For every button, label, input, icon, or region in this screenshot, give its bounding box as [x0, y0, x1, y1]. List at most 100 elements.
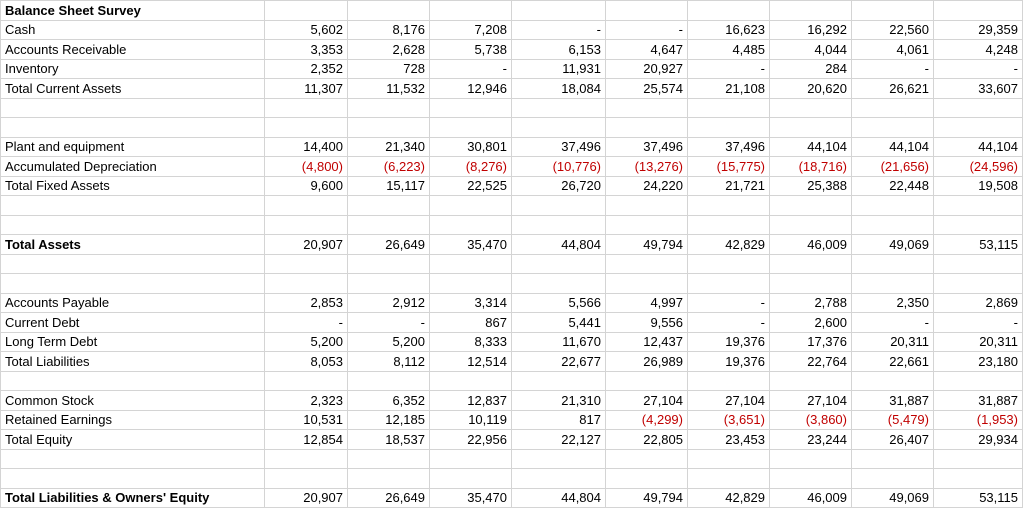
value-cell[interactable]: 5,200	[347, 331, 430, 352]
empty-cell[interactable]	[347, 253, 430, 274]
value-cell[interactable]: 22,956	[429, 429, 512, 450]
value-cell[interactable]: 21,108	[687, 78, 770, 99]
empty-cell[interactable]	[933, 117, 1023, 138]
value-cell[interactable]: 4,044	[769, 39, 852, 60]
value-cell[interactable]: -	[264, 312, 348, 333]
value-cell[interactable]: 22,805	[605, 429, 688, 450]
value-cell[interactable]: 21,721	[687, 175, 770, 196]
empty-cell[interactable]	[605, 195, 688, 216]
empty-cell[interactable]	[347, 448, 430, 469]
value-cell[interactable]: 26,649	[347, 234, 430, 255]
value-cell[interactable]: 49,794	[605, 234, 688, 255]
empty-cell[interactable]	[264, 448, 348, 469]
value-cell[interactable]: 22,127	[511, 429, 606, 450]
value-cell[interactable]: 4,647	[605, 39, 688, 60]
value-cell[interactable]: 12,837	[429, 390, 512, 411]
row-label[interactable]: Total Current Assets	[0, 78, 265, 99]
empty-cell[interactable]	[851, 253, 934, 274]
value-cell[interactable]: (13,276)	[605, 156, 688, 177]
empty-cell[interactable]	[605, 468, 688, 489]
empty-cell[interactable]	[0, 448, 265, 469]
value-cell[interactable]: 18,084	[511, 78, 606, 99]
empty-cell[interactable]	[851, 195, 934, 216]
value-cell[interactable]: 37,496	[605, 136, 688, 157]
value-cell[interactable]: 20,620	[769, 78, 852, 99]
empty-cell[interactable]	[264, 370, 348, 391]
empty-cell[interactable]	[769, 253, 852, 274]
empty-cell[interactable]	[429, 214, 512, 235]
value-cell[interactable]: 25,388	[769, 175, 852, 196]
row-label[interactable]: Total Assets	[0, 234, 265, 255]
empty-cell[interactable]	[933, 448, 1023, 469]
value-cell[interactable]: 27,104	[687, 390, 770, 411]
empty-cell[interactable]	[0, 273, 265, 294]
row-label[interactable]: Inventory	[0, 58, 265, 79]
empty-cell[interactable]	[851, 97, 934, 118]
empty-cell[interactable]	[0, 468, 265, 489]
value-cell[interactable]: 4,061	[851, 39, 934, 60]
value-cell[interactable]: (18,716)	[769, 156, 852, 177]
row-label[interactable]: Total Fixed Assets	[0, 175, 265, 196]
empty-cell[interactable]	[264, 273, 348, 294]
value-cell[interactable]: 3,353	[264, 39, 348, 60]
empty-cell[interactable]	[347, 117, 430, 138]
empty-cell[interactable]	[429, 273, 512, 294]
value-cell[interactable]: 4,997	[605, 292, 688, 313]
empty-cell[interactable]	[769, 195, 852, 216]
value-cell[interactable]: 22,560	[851, 19, 934, 40]
empty-cell[interactable]	[769, 0, 852, 21]
empty-cell[interactable]	[605, 0, 688, 21]
empty-cell[interactable]	[687, 195, 770, 216]
value-cell[interactable]: -	[933, 58, 1023, 79]
row-label[interactable]: Current Debt	[0, 312, 265, 333]
value-cell[interactable]: 26,720	[511, 175, 606, 196]
empty-cell[interactable]	[687, 214, 770, 235]
empty-cell[interactable]	[264, 195, 348, 216]
value-cell[interactable]: 42,829	[687, 487, 770, 508]
empty-cell[interactable]	[687, 0, 770, 21]
empty-cell[interactable]	[769, 214, 852, 235]
value-cell[interactable]: 6,153	[511, 39, 606, 60]
value-cell[interactable]: 12,514	[429, 351, 512, 372]
empty-cell[interactable]	[0, 117, 265, 138]
value-cell[interactable]: 26,649	[347, 487, 430, 508]
empty-cell[interactable]	[429, 370, 512, 391]
empty-cell[interactable]	[605, 214, 688, 235]
value-cell[interactable]: 18,537	[347, 429, 430, 450]
value-cell[interactable]: (4,299)	[605, 409, 688, 430]
value-cell[interactable]: 4,248	[933, 39, 1023, 60]
value-cell[interactable]: 2,853	[264, 292, 348, 313]
empty-cell[interactable]	[511, 117, 606, 138]
value-cell[interactable]: 44,804	[511, 487, 606, 508]
empty-cell[interactable]	[933, 0, 1023, 21]
row-label[interactable]: Accounts Receivable	[0, 39, 265, 60]
value-cell[interactable]: 29,359	[933, 19, 1023, 40]
value-cell[interactable]: 20,927	[605, 58, 688, 79]
value-cell[interactable]: 22,661	[851, 351, 934, 372]
value-cell[interactable]: 5,738	[429, 39, 512, 60]
value-cell[interactable]: 35,470	[429, 487, 512, 508]
value-cell[interactable]: 46,009	[769, 487, 852, 508]
value-cell[interactable]: 37,496	[511, 136, 606, 157]
value-cell[interactable]: 23,180	[933, 351, 1023, 372]
value-cell[interactable]: 30,801	[429, 136, 512, 157]
row-label[interactable]: Retained Earnings	[0, 409, 265, 430]
row-label[interactable]: Cash	[0, 19, 265, 40]
empty-cell[interactable]	[429, 468, 512, 489]
empty-cell[interactable]	[0, 97, 265, 118]
empty-cell[interactable]	[511, 97, 606, 118]
value-cell[interactable]: (3,651)	[687, 409, 770, 430]
empty-cell[interactable]	[769, 117, 852, 138]
value-cell[interactable]: 17,376	[769, 331, 852, 352]
value-cell[interactable]: 9,600	[264, 175, 348, 196]
empty-cell[interactable]	[347, 468, 430, 489]
value-cell[interactable]: -	[933, 312, 1023, 333]
value-cell[interactable]: 16,623	[687, 19, 770, 40]
sheet-title[interactable]: Balance Sheet Survey	[0, 0, 265, 21]
row-label[interactable]: Total Liabilities	[0, 351, 265, 372]
empty-cell[interactable]	[264, 253, 348, 274]
value-cell[interactable]: 29,934	[933, 429, 1023, 450]
value-cell[interactable]: 20,311	[851, 331, 934, 352]
row-label[interactable]: Accumulated Depreciation	[0, 156, 265, 177]
value-cell[interactable]: 5,441	[511, 312, 606, 333]
